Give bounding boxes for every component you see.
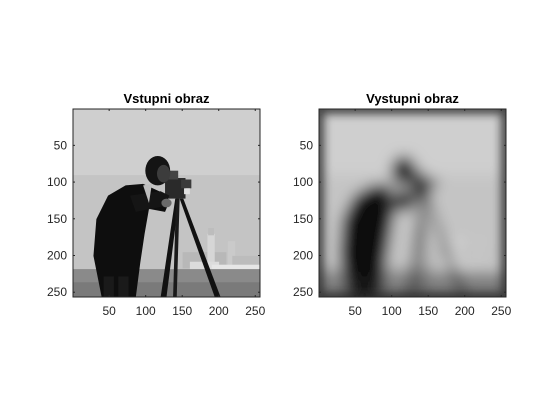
output-ytick-label: 150 — [293, 212, 313, 226]
input-ytick-label: 150 — [47, 212, 67, 226]
input-ytick-label: 200 — [47, 249, 67, 263]
input-xtick-label: 150 — [172, 304, 192, 318]
output-tick-group: 50 100 150 200 250 50 100 150 200 250 — [293, 109, 512, 318]
input-image-title: Vstupni obraz — [124, 91, 210, 106]
output-ytick-label: 50 — [300, 138, 314, 152]
input-xtick-label: 250 — [245, 304, 265, 318]
input-xtick-label: 50 — [102, 304, 116, 318]
output-ytick-label: 200 — [293, 249, 313, 263]
input-ytick-label: 100 — [47, 175, 67, 189]
output-image-axes: Vystupni obraz 50 100 150 200 250 50 100 150 200… — [293, 91, 512, 318]
input-ytick-label: 250 — [47, 285, 67, 299]
input-ytick-label: 50 — [54, 138, 68, 152]
output-ytick-label: 100 — [293, 175, 313, 189]
output-axes-frame — [318, 108, 507, 298]
output-xtick-label: 250 — [491, 304, 511, 318]
output-image — [319, 109, 506, 297]
output-ytick-label: 250 — [293, 285, 313, 299]
output-image-title: Vystupni obraz — [366, 91, 459, 106]
output-xtick-label: 150 — [418, 304, 438, 318]
input-xtick-label: 100 — [136, 304, 156, 318]
input-xtick-label: 200 — [209, 304, 229, 318]
input-axes-frame — [72, 108, 261, 298]
input-image — [73, 109, 260, 297]
output-xtick-label: 200 — [455, 304, 475, 318]
input-image-axes: Vstupni obraz 50 100 150 200 250 50 100 150 200 2… — [47, 91, 266, 318]
output-xtick-label: 50 — [348, 304, 362, 318]
input-tick-group: 50 100 150 200 250 50 100 150 200 250 — [47, 109, 266, 318]
output-xtick-label: 100 — [382, 304, 402, 318]
